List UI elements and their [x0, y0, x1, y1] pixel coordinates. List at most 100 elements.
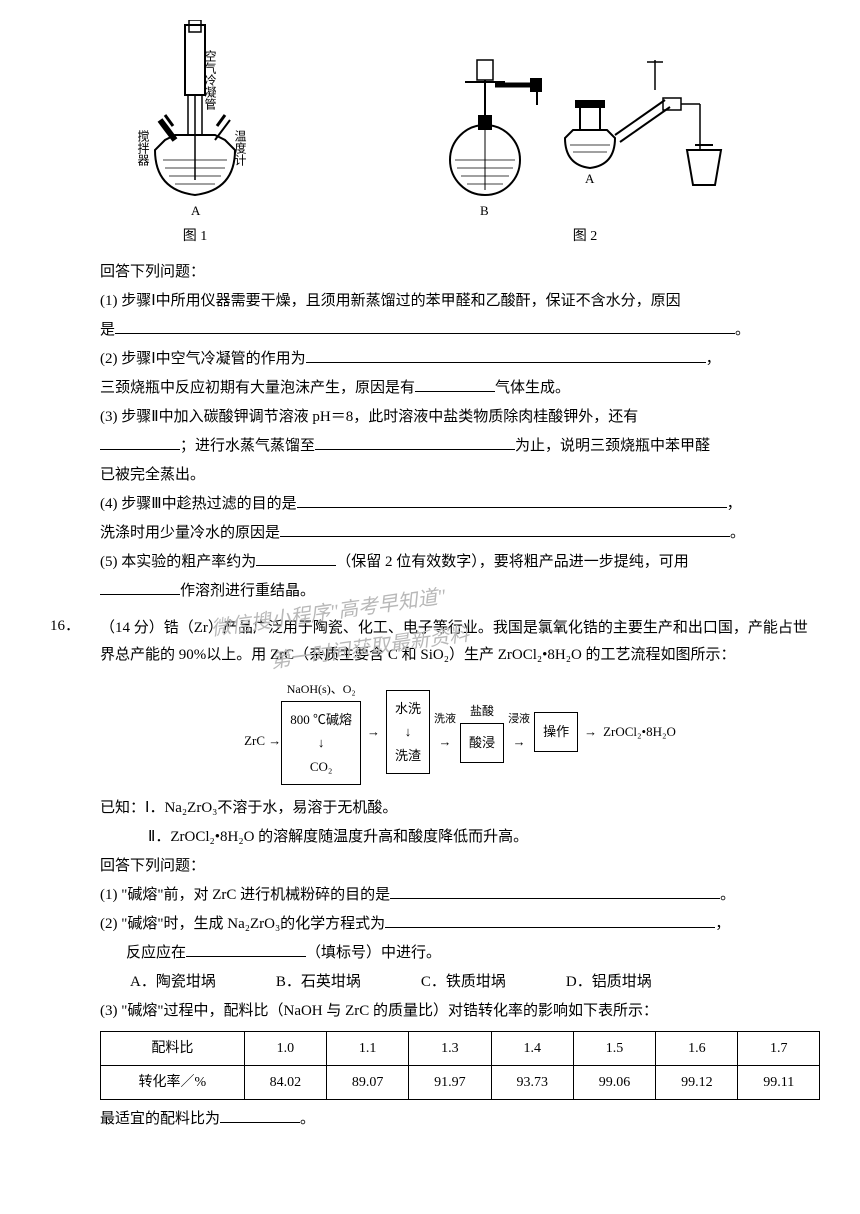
q16-2-line2-end: （填标号）中进行。 — [306, 945, 441, 961]
flow-box2-bot: 洗渣 — [395, 744, 421, 767]
option-a: A．陶瓷坩埚 — [130, 969, 216, 996]
flowchart: ZrC → NaOH(s)、O₂ 800 ℃碱熔 ↓ CO₂ → 水洗 ↓ 洗渣… — [100, 679, 820, 785]
q16-1-period: 。 — [720, 887, 735, 903]
q3-blank1 — [100, 434, 180, 451]
ratio-table: 配料比 1.0 1.1 1.3 1.4 1.5 1.6 1.7 转化率／% 84… — [100, 1031, 820, 1100]
option-d: D．铝质坩埚 — [566, 969, 652, 996]
svg-text:A: A — [191, 203, 201, 218]
known1: Ⅰ．Na₂ZrO₃不溶于水，易溶于无机酸。 — [145, 800, 397, 816]
flow-label2: 洗液 — [434, 710, 456, 730]
q16-3-end: 最适宜的配料比为 — [100, 1111, 220, 1127]
td-r2: 1.3 — [409, 1031, 491, 1065]
svg-text:温度计: 温度计 — [233, 130, 247, 166]
q16-2-blank — [385, 911, 715, 928]
flow-box3-label: 盐酸 — [470, 701, 494, 723]
td-r1: 1.1 — [326, 1031, 408, 1065]
q4-comma: ， — [727, 496, 742, 512]
figure-2: A B 图 2 — [425, 20, 745, 249]
th-ratio: 配料比 — [101, 1031, 245, 1065]
svg-text:搅拌器: 搅拌器 — [136, 129, 150, 167]
figures-row: 空气冷凝管 搅拌器 温度计 A 图 1 — [40, 20, 820, 249]
q5-blank — [256, 550, 336, 567]
q4-blank2 — [280, 521, 730, 538]
svg-text:空气冷凝管: 空气冷凝管 — [203, 50, 217, 111]
q5-mid: （保留 2 位有效数字），要将粗产品进一步提纯，可用 — [336, 554, 689, 570]
q2-blank2 — [415, 376, 495, 393]
known2: Ⅱ．ZrOCl₂•8H₂O 的溶解度随温度升高和酸度降低而升高。 — [148, 829, 528, 845]
table-row-rate: 转化率／% 84.02 89.07 91.97 93.73 99.06 99.1… — [101, 1066, 820, 1100]
q16-3-blank — [220, 1107, 300, 1124]
q1-blank — [115, 318, 735, 335]
q3-mid: ；进行水蒸气蒸馏至 — [180, 438, 315, 454]
flow-label3: 浸液 — [508, 710, 530, 730]
flow-box1-bot: CO₂ — [290, 755, 352, 778]
svg-text:B: B — [480, 203, 489, 218]
q16-2-line2: 反应应在 — [126, 945, 186, 961]
figure-1: 空气冷凝管 搅拌器 温度计 A 图 1 — [115, 20, 275, 249]
q2-line2: 三颈烧瓶中反应初期有大量泡沫产生，原因是有 — [100, 380, 415, 396]
q5-blank2 — [100, 579, 180, 596]
flow-box3: 酸浸 — [460, 723, 504, 763]
flow-arrow-5: → — [584, 720, 597, 743]
td-r0: 1.0 — [244, 1031, 326, 1065]
svg-text:A: A — [585, 171, 595, 186]
flow-box2-top: 水洗 — [395, 697, 421, 720]
td-v4: 99.06 — [573, 1066, 655, 1100]
q2-blank — [306, 347, 706, 364]
flow-box2: 水洗 ↓ 洗渣 — [386, 690, 430, 774]
flow-box1-top: 800 ℃碱熔 — [290, 708, 352, 731]
td-r4: 1.5 — [573, 1031, 655, 1065]
q5-text: (5) 本实验的粗产率约为 — [100, 554, 256, 570]
q16-3: (3) "碱熔"过程中，配料比（NaOH 与 ZrC 的质量比）对锆转化率的影响… — [100, 998, 820, 1025]
q2-comma: ， — [706, 351, 721, 367]
flow-box1-arrow: ↓ — [290, 731, 352, 754]
q2-text: (2) 步骤Ⅰ中空气冷凝管的作用为 — [100, 351, 306, 367]
q3-end: 为止，说明三颈烧瓶中苯甲醛 — [515, 438, 710, 454]
flow-arrow-4: → — [513, 730, 526, 753]
q4-period: 。 — [730, 525, 745, 541]
flow-naoh: NaOH(s)、O₂ — [287, 679, 356, 701]
q16-1: (1) "碱熔"前，对 ZrC 进行机械粉碎的目的是 — [100, 887, 390, 903]
option-c: C．铁质坩埚 — [421, 969, 506, 996]
td-r5: 1.6 — [656, 1031, 738, 1065]
td-v1: 89.07 — [326, 1066, 408, 1100]
q4-blank — [297, 492, 727, 509]
flow-input: ZrC — [244, 733, 265, 748]
q1-text: (1) 步骤Ⅰ中所用仪器需要干燥，且须用新蒸馏过的苯甲醛和乙酸酐，保证不含水分，… — [100, 293, 681, 309]
fig1-caption: 图 1 — [115, 224, 275, 249]
questions-block: 回答下列问题： (1) 步骤Ⅰ中所用仪器需要干燥，且须用新蒸馏过的苯甲醛和乙酸酐… — [100, 259, 820, 605]
q16-intro: （14 分）锆（Zr）产品广泛用于陶瓷、化工、电子等行业。我国是氯氧化锆的主要生… — [100, 615, 820, 669]
flow-output: ZrOCl₂•8H₂O — [603, 720, 676, 743]
fig2-caption: 图 2 — [425, 224, 745, 249]
q16-2: (2) "碱熔"时，生成 Na₂ZrO₃的化学方程式为 — [100, 916, 385, 932]
q16-2-blank2 — [186, 940, 306, 957]
q16-1-blank — [390, 882, 720, 899]
intro-text: 回答下列问题： — [100, 259, 820, 286]
td-v3: 93.73 — [491, 1066, 573, 1100]
option-b: B．石英坩埚 — [276, 969, 361, 996]
q4-line2: 洗涤时用少量冷水的原因是 — [100, 525, 280, 541]
flow-arrow-2: → — [367, 720, 380, 743]
q3-blank2 — [315, 434, 515, 451]
td-v0: 84.02 — [244, 1066, 326, 1100]
q16-3-period: 。 — [300, 1111, 315, 1127]
table-row-header: 配料比 1.0 1.1 1.3 1.4 1.5 1.6 1.7 — [101, 1031, 820, 1065]
q3-line3: 已被完全蒸出。 — [100, 467, 205, 483]
q5-end: 作溶剂进行重结晶。 — [180, 583, 315, 599]
td-r6: 1.7 — [738, 1031, 820, 1065]
q16-2-comma: ， — [715, 916, 730, 932]
q16-number: 16． — [40, 613, 100, 640]
td-v5: 99.12 — [656, 1066, 738, 1100]
q3-text: (3) 步骤Ⅱ中加入碳酸钾调节溶液 pH＝8，此时溶液中盐类物质除肉桂酸钾外，还… — [100, 409, 638, 425]
flow-box1: 800 ℃碱熔 ↓ CO₂ — [281, 701, 361, 785]
flow-box4: 操作 — [534, 712, 578, 752]
td-v6: 99.11 — [738, 1066, 820, 1100]
flow-arrow-3: → — [439, 730, 452, 753]
flow-box2-arrow: ↓ — [395, 720, 421, 743]
known-label: 已知： — [100, 800, 145, 816]
flow-arrow-1: → — [268, 733, 281, 748]
q2-line2-end: 气体生成。 — [495, 380, 570, 396]
td-r3: 1.4 — [491, 1031, 573, 1065]
th-rate: 转化率／% — [101, 1066, 245, 1100]
answer-label: 回答下列问题： — [100, 853, 820, 880]
